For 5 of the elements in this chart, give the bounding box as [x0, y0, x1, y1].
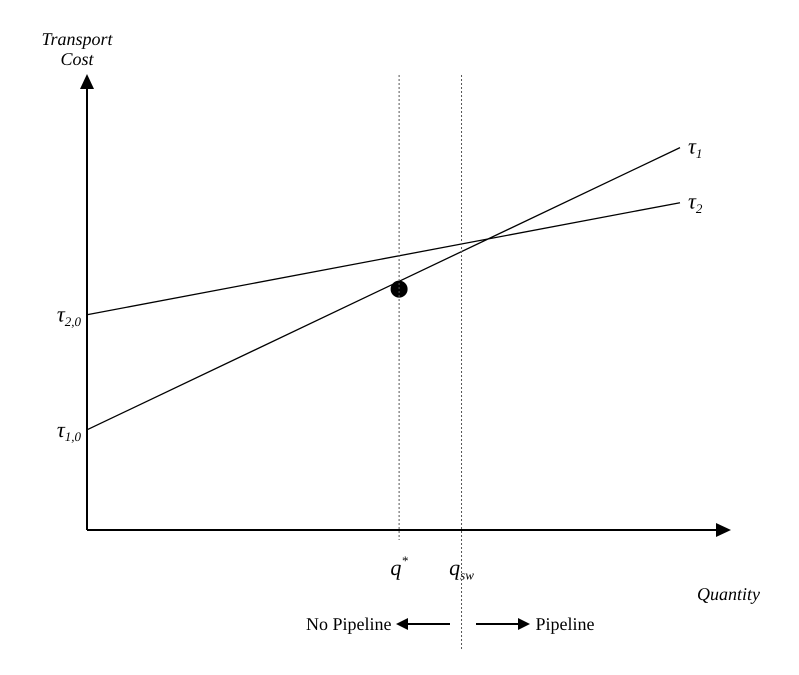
x-tick-label: q* — [390, 553, 408, 580]
text: Pipeline — [536, 614, 595, 634]
y-axis-title: Transport Cost — [41, 29, 114, 69]
x-axis-title: Quantity — [697, 584, 760, 604]
text: No Pipeline — [306, 614, 392, 634]
